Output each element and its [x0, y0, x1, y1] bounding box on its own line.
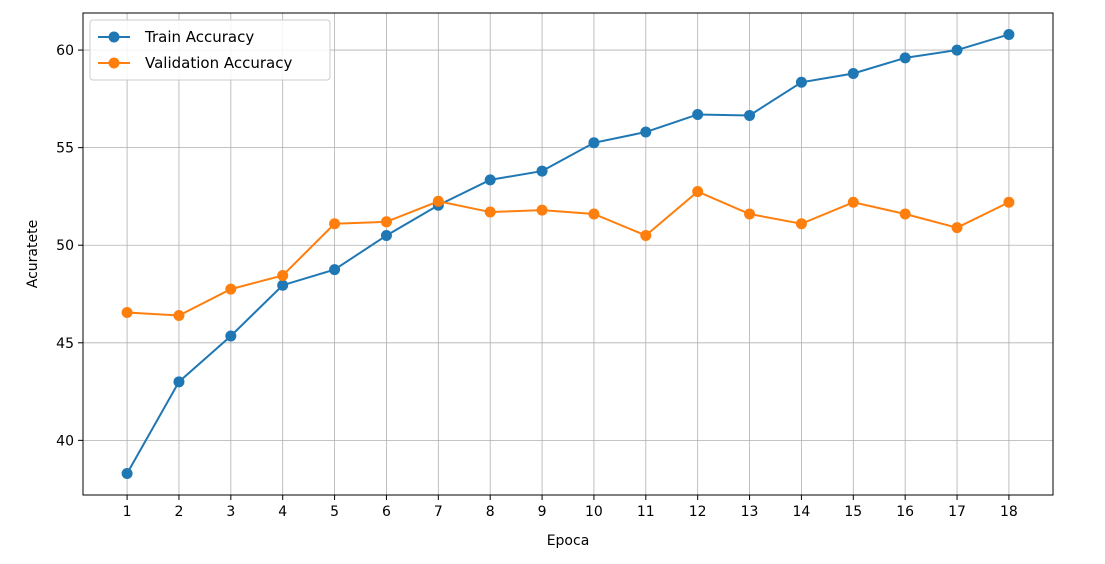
data-point	[744, 208, 756, 220]
x-tick-label: 15	[844, 504, 862, 520]
legend-marker	[108, 57, 120, 69]
x-tick-label: 7	[434, 504, 443, 520]
series-validation-accuracy	[121, 186, 1015, 321]
data-point	[744, 109, 756, 121]
series-line	[127, 190, 1010, 317]
data-point	[847, 67, 859, 79]
data-point	[277, 269, 289, 281]
x-tick-label: 4	[278, 504, 287, 520]
plot-frame	[82, 12, 1054, 496]
data-point	[121, 468, 133, 480]
x-tick-label: 9	[538, 504, 547, 520]
data-point	[484, 206, 496, 218]
x-tick-label: 12	[689, 504, 707, 520]
data-point	[380, 216, 392, 228]
data-point	[277, 279, 289, 291]
x-tick-label: 5	[330, 504, 339, 520]
data-point	[329, 218, 341, 230]
x-tick-label: 6	[382, 504, 391, 520]
data-point	[640, 229, 652, 241]
data-point	[795, 218, 807, 230]
series-line	[126, 33, 1010, 475]
series-layer	[121, 28, 1015, 480]
legend-label: Validation Accuracy	[145, 54, 292, 72]
data-point	[380, 229, 392, 241]
legend-item: Train Accuracy	[98, 28, 254, 46]
x-tick-label: 14	[793, 504, 811, 520]
data-point	[899, 52, 911, 64]
y-tick-label: 40	[56, 433, 74, 449]
data-point	[1003, 196, 1015, 208]
data-point	[225, 330, 237, 342]
data-point	[692, 186, 704, 198]
data-point	[225, 283, 237, 295]
x-tick-label: 11	[637, 504, 655, 520]
y-axis-label: Acuratete	[25, 220, 41, 288]
data-point	[536, 204, 548, 216]
x-tick-label: 13	[741, 504, 759, 520]
data-point	[588, 208, 600, 220]
x-tick-label: 8	[486, 504, 495, 520]
x-tick-label: 1	[123, 504, 132, 520]
x-tick-label: 16	[896, 504, 914, 520]
data-point	[640, 126, 652, 138]
legend-marker	[108, 31, 120, 43]
series-train-accuracy	[121, 28, 1015, 480]
data-point	[173, 376, 185, 388]
grid	[83, 13, 1053, 495]
x-axis: 1 2 3 4 5 6 7 8 9 10 11 12 13 14 15 16 17 18	[123, 495, 1018, 520]
data-point	[588, 137, 600, 149]
x-tick-label: 2	[175, 504, 184, 520]
x-tick-label: 18	[1000, 504, 1018, 520]
data-point	[951, 44, 963, 56]
data-point	[951, 222, 963, 234]
y-axis: 40 45 50 55 60	[56, 43, 83, 449]
x-tick-label: 17	[948, 504, 966, 520]
data-point	[692, 108, 704, 120]
x-axis-label: Epoca	[547, 533, 590, 549]
legend-box	[89, 19, 331, 81]
data-point	[121, 307, 133, 319]
data-point	[173, 309, 185, 321]
y-tick-label: 55	[56, 141, 74, 157]
data-point	[795, 76, 807, 88]
x-tick-label: 3	[226, 504, 235, 520]
data-point	[484, 174, 496, 186]
data-point	[847, 196, 859, 208]
legend: Train Accuracy Validation Accuracy	[89, 19, 331, 81]
data-point	[536, 165, 548, 177]
y-tick-label: 60	[56, 43, 74, 59]
x-tick-label: 10	[585, 504, 603, 520]
legend-item: Validation Accuracy	[98, 54, 292, 72]
legend-label: Train Accuracy	[144, 28, 254, 46]
y-tick-label: 45	[56, 336, 74, 352]
data-point	[1003, 28, 1015, 40]
data-point	[329, 264, 341, 276]
y-tick-label: 50	[56, 238, 74, 254]
data-point	[899, 208, 911, 220]
data-point	[432, 195, 444, 207]
